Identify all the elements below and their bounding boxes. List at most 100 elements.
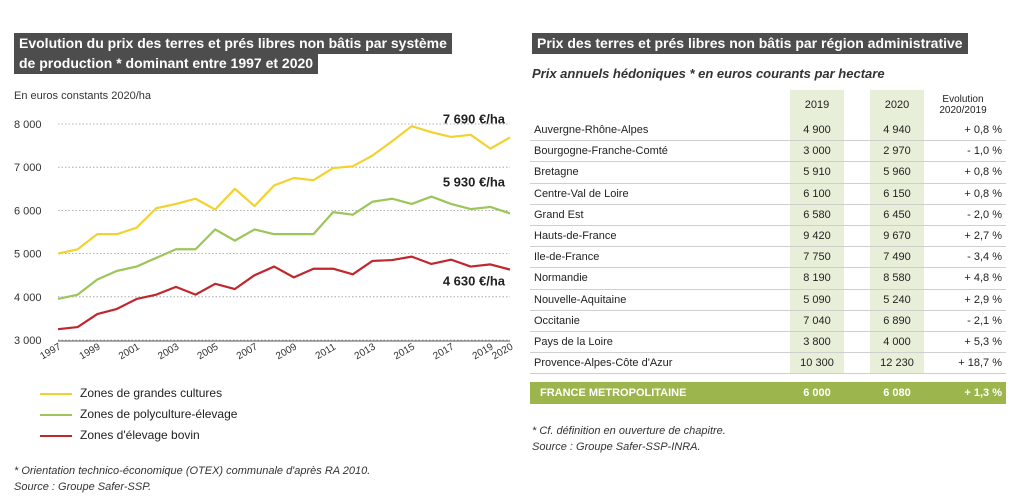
left-footnote: * Orientation technico-économique (OTEX)…: [14, 465, 371, 477]
table-row: Auvergne-Rhône-Alpes 4 900 4 940 + 0,8 %: [530, 120, 1006, 142]
value-2020: 6 150: [870, 183, 924, 205]
evolution-value: + 0,8 %: [924, 183, 1006, 205]
table-row-total: FRANCE METROPOLITAINE 6 000 6 080 + 1,3 …: [530, 382, 1006, 405]
legend-item-polyculture: Zones de polyculture-élevage: [40, 407, 237, 421]
y-tick-label: 4 000: [14, 292, 42, 304]
value-2020: 4 000: [870, 331, 924, 354]
value-2020: 5 240: [870, 289, 924, 311]
evolution-value: + 5,3 %: [924, 331, 1006, 354]
region-name: Bretagne: [530, 161, 790, 184]
value-2019: 9 420: [790, 225, 844, 248]
value-2020: 6 450: [870, 204, 924, 226]
series-elevage-bovin-line: [57, 255, 511, 331]
x-tick-label: 1997: [38, 341, 63, 362]
table-row: Normandie 8 190 8 580 + 4,8 %: [530, 267, 1006, 290]
total-2019: 6 000: [790, 382, 844, 405]
table-row: Centre-Val de Loire 6 100 6 150 + 0,8 %: [530, 183, 1006, 205]
region-name: Normandie: [530, 267, 790, 290]
region-price-table: 2019 2020 Evolution 2020/2019 Auvergne-Rh…: [530, 90, 1006, 405]
x-tick-label: 1999: [78, 341, 103, 362]
value-2019: 4 900: [790, 120, 844, 142]
line-chart: 3 000 4 000 5 000 6 000 7 000 8 000 1997 1999 20…: [14, 111, 516, 362]
value-2020: 2 970: [870, 140, 924, 163]
header-evolution: Evolution 2020/2019: [939, 94, 987, 116]
table-row: Pays de la Loire 3 800 4 000 + 5,3 %: [530, 331, 1006, 354]
value-2020: 12 230: [870, 352, 924, 375]
evolution-value: + 0,8 %: [924, 120, 1006, 142]
value-2020: 7 490: [870, 246, 924, 269]
region-name: Hauts-de-France: [530, 225, 790, 248]
legend-item-grandes-cultures: Zones de grandes cultures: [40, 386, 222, 400]
legend-swatch-green: [40, 413, 72, 416]
series-polyculture-elevage-line: [57, 195, 511, 301]
legend-swatch-yellow: [40, 392, 72, 395]
x-tick-label: 2005: [196, 341, 221, 362]
total-evolution: + 1,3 %: [924, 382, 1006, 405]
region-name: Centre-Val de Loire: [530, 183, 790, 205]
table-row: Bourgogne-Franche-Comté 3 000 2 970- 1,0 %: [530, 140, 1006, 163]
evolution-value: - 2,1 %: [924, 310, 1006, 332]
value-2019: 10 300: [790, 352, 844, 375]
value-2019: 6 100: [790, 183, 844, 205]
value-2019: 6 580: [790, 204, 844, 226]
end-value-label: 7 690 €/ha: [443, 111, 506, 126]
legend-swatch-red: [40, 434, 72, 437]
x-tick-label: 2020: [490, 341, 515, 362]
region-name: Occitanie: [530, 310, 790, 332]
value-2019: 3 000: [790, 140, 844, 163]
value-2019: 5 090: [790, 289, 844, 311]
series-grandes-cultures-line: [57, 125, 511, 255]
y-tick-label: 5 000: [14, 249, 42, 261]
table-row: Occitanie 7 040 6 890- 2,1 %: [530, 310, 1006, 332]
left-chart-title-line2: de production * dominant entre 1997 et 2…: [14, 53, 319, 74]
right-footnote: * Cf. définition en ouverture de chapitr…: [532, 425, 726, 437]
region-name: Bourgogne-Franche-Comté: [530, 140, 790, 163]
evolution-value: - 2,0 %: [924, 204, 1006, 226]
table-row: Provence-Alpes-Côte d'Azur 10 300 12 230 + …: [530, 352, 1006, 375]
evolution-value: + 4,8 %: [924, 267, 1006, 290]
table-row: Bretagne 5 910 5 960 + 0,8 %: [530, 161, 1006, 184]
end-value-label: 5 930 €/ha: [443, 175, 506, 190]
evolution-value: + 2,7 %: [924, 225, 1006, 248]
y-tick-label: 8 000: [14, 119, 42, 131]
end-value-label: 4 630 €/ha: [443, 274, 506, 289]
left-chart-unit: En euros constants 2020/ha: [14, 90, 151, 102]
x-tick-label: 2017: [431, 341, 456, 362]
region-name: Ile-de-France: [530, 246, 790, 269]
left-chart-title-line1: Evolution du prix des terres et prés lib…: [14, 33, 452, 54]
value-2020: 9 670: [870, 225, 924, 248]
region-name: Pays de la Loire: [530, 331, 790, 354]
right-table-subtitle: Prix annuels hédoniques * en euros coura…: [532, 66, 885, 81]
table-row: Hauts-de-France 9 420 9 670 + 2,7 %: [530, 225, 1006, 248]
x-tick-label: 2001: [117, 341, 142, 362]
header-2020: 2020: [870, 90, 924, 120]
x-tick-label: 2013: [353, 341, 378, 362]
evolution-value: + 18,7 %: [924, 352, 1006, 375]
region-name: Provence-Alpes-Côte d'Azur: [530, 352, 790, 375]
value-2019: 7 040: [790, 310, 844, 332]
x-tick-label: 2009: [274, 341, 299, 362]
value-2020: 4 940: [870, 120, 924, 142]
y-tick-label: 6 000: [14, 205, 42, 217]
region-name: Grand Est: [530, 204, 790, 226]
value-2019: 5 910: [790, 161, 844, 184]
x-tick-label: 2015: [392, 341, 417, 362]
legend-item-elevage-bovin: Zones d'élevage bovin: [40, 428, 200, 442]
total-2020: 6 080: [870, 382, 924, 405]
left-source: Source : Groupe Safer-SSP.: [14, 481, 152, 493]
table-row: Ile-de-France 7 750 7 490- 3,4 %: [530, 246, 1006, 269]
evolution-value: + 2,9 %: [924, 289, 1006, 311]
table-row: Nouvelle-Aquitaine 5 090 5 240 + 2,9 %: [530, 289, 1006, 311]
value-2020: 6 890: [870, 310, 924, 332]
region-name: Auvergne-Rhône-Alpes: [530, 120, 790, 142]
x-tick-label: 2007: [235, 341, 260, 362]
value-2020: 8 580: [870, 267, 924, 290]
right-table-title: Prix des terres et prés libres non bâtis…: [532, 33, 968, 54]
region-name: Nouvelle-Aquitaine: [530, 289, 790, 311]
value-2019: 8 190: [790, 267, 844, 290]
table-row: Grand Est 6 580 6 450- 2,0 %: [530, 204, 1006, 226]
y-tick-label: 3 000: [14, 335, 42, 347]
value-2019: 7 750: [790, 246, 844, 269]
header-2019: 2019: [790, 90, 844, 120]
evolution-value: - 3,4 %: [924, 246, 1006, 269]
